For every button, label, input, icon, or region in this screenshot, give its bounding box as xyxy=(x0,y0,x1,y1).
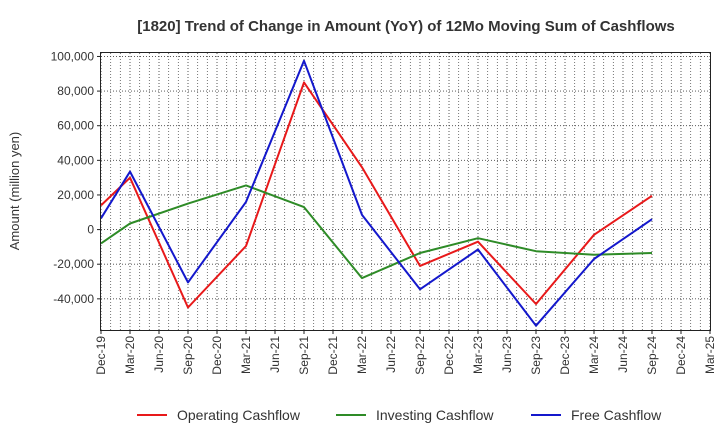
x-tick-label: Mar-22 xyxy=(355,336,369,374)
x-tick-label: Mar-21 xyxy=(239,336,253,374)
y-tick-label: 20,000 xyxy=(57,188,94,202)
x-tick-label: Jun-21 xyxy=(268,336,282,373)
x-tick-label: Mar-20 xyxy=(123,336,137,374)
x-tick-label: Dec-22 xyxy=(442,336,456,375)
y-tick-label: 60,000 xyxy=(57,119,94,133)
x-tick-label: Jun-22 xyxy=(384,336,398,373)
y-axis-ticks: 100,000 80,000 60,000 40,000 20,000 0 -20,000 -… xyxy=(51,49,101,306)
plot-frame xyxy=(100,52,711,331)
x-tick-label: Sep-23 xyxy=(529,336,543,375)
x-tick-label: Dec-21 xyxy=(326,336,340,375)
y-tick-label: 100,000 xyxy=(51,49,95,63)
investing-cashflow-legend-label: Investing Cashflow xyxy=(376,407,494,423)
x-tick-label: Jun-20 xyxy=(152,336,166,373)
y-tick-label: 80,000 xyxy=(57,84,94,98)
x-tick-label: Dec-20 xyxy=(210,336,224,375)
operating-cashflow-line xyxy=(100,81,653,309)
free-cashflow-line xyxy=(100,59,653,327)
x-tick-label: Mar-23 xyxy=(471,336,485,374)
gridlines xyxy=(100,53,711,330)
y-tick-label: -20,000 xyxy=(53,257,94,271)
x-tick-label: Sep-21 xyxy=(297,336,311,375)
x-tick-label: Sep-22 xyxy=(413,336,427,375)
x-tick-label: Dec-19 xyxy=(94,336,108,375)
x-tick-label: Mar-25 xyxy=(703,336,717,374)
x-axis-ticks: Dec-19 Mar-20 Jun-20 Sep-20 Dec-20 Mar-21 Jun-… xyxy=(94,330,717,375)
x-tick-label: Sep-20 xyxy=(181,336,195,375)
chart-title: [1820] Trend of Change in Amount (YoY) o… xyxy=(137,18,675,35)
y-tick-label: -40,000 xyxy=(53,292,94,306)
y-tick-label: 0 xyxy=(87,223,94,237)
y-tick-label: 40,000 xyxy=(57,153,94,167)
x-tick-label: Jun-23 xyxy=(500,336,514,373)
x-tick-label: Jun-24 xyxy=(616,336,630,373)
x-tick-label: Dec-24 xyxy=(674,336,688,375)
y-axis-label: Amount (million yen) xyxy=(7,132,22,251)
operating-cashflow-legend-label: Operating Cashflow xyxy=(177,407,301,423)
x-tick-label: Dec-23 xyxy=(558,336,572,375)
free-cashflow-legend-label: Free Cashflow xyxy=(571,407,662,423)
x-tick-label: Sep-24 xyxy=(645,336,659,375)
x-tick-label: Mar-24 xyxy=(587,336,601,374)
investing-cashflow-line xyxy=(100,184,653,280)
legend: Operating Cashflow Investing Cashflow Free… xyxy=(137,407,662,423)
series-lines xyxy=(100,59,653,327)
